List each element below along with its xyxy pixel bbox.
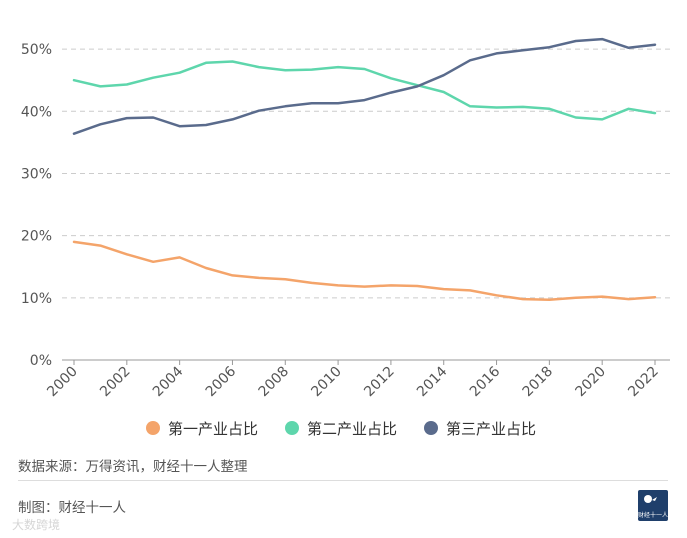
- x-tick-label: 2010: [308, 364, 345, 401]
- legend-label: 第一产业占比: [168, 419, 259, 438]
- y-tick-label: 20%: [21, 229, 52, 245]
- legend-swatch: [424, 421, 438, 435]
- y-tick-label: 30%: [21, 166, 52, 182]
- x-tick-label: 2004: [150, 363, 187, 400]
- legend-label: 第三产业占比: [446, 419, 537, 438]
- logo-figure-icon: [644, 495, 657, 503]
- series-line-2: [72, 60, 657, 121]
- legend-item-3: 第三产业占比: [424, 416, 536, 440]
- x-tick-label: 2022: [625, 364, 662, 401]
- y-tick-label: 50%: [21, 42, 52, 58]
- x-tick-label: 2008: [256, 364, 293, 401]
- footer-divider: [18, 480, 668, 481]
- x-tick-label: 2016: [467, 363, 504, 400]
- watermark-text: 大数跨境: [12, 518, 61, 532]
- y-tick-label: 40%: [21, 104, 52, 120]
- x-axis: 2000 2002 2004 2006 2008 2010 2012 2014 2016 2018…: [44, 359, 670, 401]
- y-axis-ticks: 0% 10% 20% 30% 40% 50%: [21, 42, 52, 369]
- line-chart: 0%10%20%30%40%50% 2000 2002 2004 2006 2008 20…: [21, 37, 670, 401]
- legend-swatch: [146, 421, 160, 435]
- legend-label: 第二产业占比: [307, 419, 398, 438]
- y-tick-label: 10%: [21, 291, 52, 307]
- series-line-1: [72, 240, 657, 301]
- chart-credit: 制图：财经十一人: [18, 500, 126, 516]
- series-lines: [72, 37, 657, 301]
- x-tick-label: 2012: [361, 364, 398, 401]
- publisher-logo: 财经十一人: [638, 490, 668, 521]
- chart-legend: 第一产业占比 第二产业占比 第三产业占比: [0, 416, 687, 440]
- legend-item-2: 第二产业占比: [285, 416, 397, 440]
- series-line-3: [72, 37, 657, 135]
- y-tick-label: 0%: [30, 353, 52, 369]
- x-tick-label: 2020: [572, 364, 609, 401]
- logo-text: 财经十一人: [638, 512, 668, 519]
- x-tick-label: 2018: [520, 364, 557, 401]
- legend-swatch: [285, 421, 299, 435]
- x-tick-label: 2006: [203, 363, 240, 400]
- x-tick-label: 2002: [97, 364, 134, 401]
- legend-item-1: 第一产业占比: [146, 416, 258, 440]
- data-source-note: 数据来源：万得资讯，财经十一人整理: [18, 459, 248, 475]
- x-tick-label: 2014: [414, 363, 451, 400]
